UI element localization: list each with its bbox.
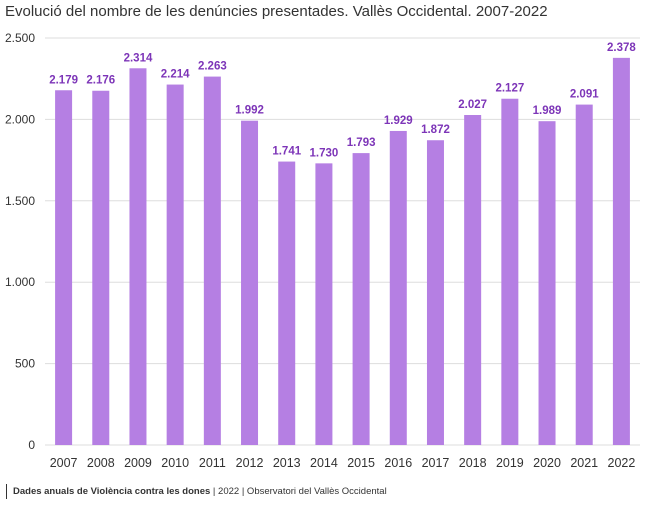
- x-tick-label: 2011: [199, 456, 226, 470]
- data-label: 1.929: [384, 115, 413, 127]
- x-tick-label: 2009: [124, 456, 152, 470]
- bar: [129, 68, 147, 446]
- bar: [538, 121, 556, 446]
- y-tick-label: 1.000: [5, 275, 35, 289]
- x-tick-label: 2010: [161, 456, 189, 470]
- data-label: 2.176: [86, 75, 115, 87]
- bar: [501, 98, 519, 446]
- data-label: 2.214: [161, 69, 190, 81]
- y-tick-label: 1.500: [5, 194, 35, 208]
- x-tick-label: 2008: [87, 456, 115, 470]
- data-label: 2.263: [198, 61, 227, 73]
- bar: [203, 76, 221, 445]
- source-details: | 2022 | Observatori del Vallès Occident…: [210, 486, 387, 497]
- bar: [389, 130, 407, 445]
- x-tick-label: 2014: [310, 456, 338, 470]
- x-tick-label: 2015: [347, 456, 375, 470]
- x-tick-label: 2012: [236, 456, 264, 470]
- data-label: 2.378: [607, 42, 636, 54]
- x-tick-label: 2019: [496, 456, 524, 470]
- x-tick-label: 2016: [384, 456, 412, 470]
- x-tick-label: 2017: [422, 456, 450, 470]
- data-label: 2.127: [495, 83, 524, 95]
- data-label: 1.793: [347, 137, 376, 149]
- bar: [575, 104, 593, 445]
- data-label: 2.179: [49, 74, 78, 86]
- y-tick-label: 2.500: [5, 31, 35, 45]
- bar: [464, 115, 482, 446]
- source-title: Dades anuals de Violència contra les don…: [13, 486, 211, 497]
- x-tick-label: 2013: [273, 456, 301, 470]
- x-tick-label: 2007: [50, 456, 78, 470]
- data-label: 2.091: [570, 89, 599, 101]
- data-label: 1.989: [533, 105, 562, 117]
- source-footer: Dades anuals de Violència contra les don…: [6, 484, 387, 499]
- x-tick-label: 2021: [570, 456, 598, 470]
- bar: [241, 120, 259, 446]
- y-tick-label: 0: [28, 438, 35, 452]
- bar: [315, 163, 333, 445]
- data-label: 1.872: [421, 124, 450, 136]
- bar: [612, 57, 630, 445]
- x-tick-label: 2020: [533, 456, 561, 470]
- y-tick-label: 500: [15, 357, 35, 371]
- data-label: 1.992: [235, 105, 264, 117]
- data-label: 2.027: [458, 99, 487, 111]
- bar: [55, 90, 73, 446]
- bar: [426, 140, 444, 445]
- x-tick-label: 2022: [608, 456, 636, 470]
- data-label: 1.730: [310, 147, 339, 159]
- bar: [92, 90, 110, 446]
- bar: [278, 161, 296, 446]
- y-tick-label: 2.000: [5, 112, 35, 126]
- bar: [352, 153, 370, 445]
- bar-chart: 0 500 1.000 1.500 2.000 2.500 2.179 2007 2.176 20…: [5, 31, 640, 470]
- data-label: 2.314: [124, 52, 153, 64]
- chart-title: Evolució del nombre de les denúncies pre…: [5, 3, 548, 20]
- bar: [166, 84, 184, 446]
- data-label: 1.741: [272, 146, 301, 158]
- x-tick-label: 2018: [459, 456, 487, 470]
